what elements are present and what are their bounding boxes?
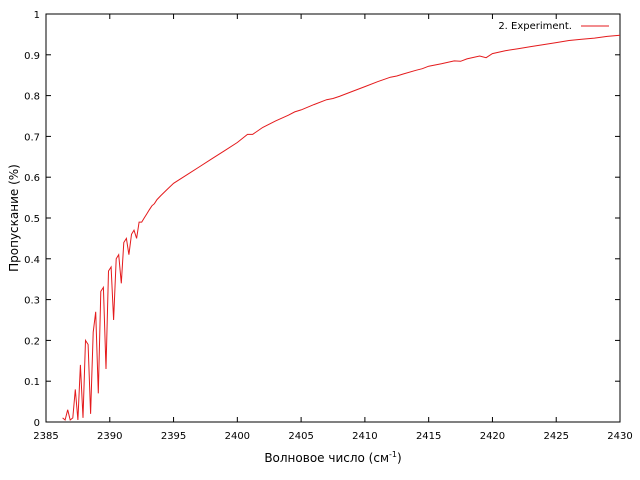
x-tick-label: 2430 — [607, 431, 632, 442]
x-tick-label: 2385 — [33, 431, 58, 442]
x-tick-label: 2425 — [543, 431, 568, 442]
y-axis-title: Пропускание (%) — [7, 164, 21, 272]
x-axis-title: Волновое число (см-1) — [264, 450, 401, 465]
y-axis-ticks: 0 0.1 0.2 0.3 0.4 0.5 0.6 0.7 0.8 0.9 1 — [24, 10, 620, 429]
x-tick-label: 2390 — [97, 431, 122, 442]
y-tick-label: 0.5 — [24, 214, 40, 225]
legend-label: 2. Experiment. — [498, 21, 572, 32]
y-tick-label: 0.3 — [24, 296, 40, 307]
y-tick-label: 0.4 — [24, 255, 40, 266]
x-tick-label: 2415 — [416, 431, 441, 442]
y-tick-label: 0.9 — [24, 51, 40, 62]
y-tick-label: 0.8 — [24, 92, 40, 103]
y-tick-label: 0.2 — [24, 336, 40, 347]
x-tick-label: 2405 — [288, 431, 313, 442]
y-tick-label: 0.7 — [24, 132, 40, 143]
x-tick-label: 2410 — [352, 431, 377, 442]
plot-frame — [45, 13, 621, 423]
x-tick-label: 2400 — [225, 431, 250, 442]
x-tick-label: 2395 — [161, 431, 186, 442]
legend: 2. Experiment. — [498, 21, 609, 32]
y-tick-label: 0 — [34, 418, 40, 429]
y-tick-label: 0.6 — [24, 173, 40, 184]
series-line-experiment — [62, 34, 621, 421]
x-axis-ticks: 2385 2390 2395 2400 2405 2410 2415 2420 2425 2430 — [33, 14, 633, 442]
y-tick-label: 0.1 — [24, 377, 40, 388]
x-tick-label: 2420 — [480, 431, 505, 442]
y-tick-label: 1 — [34, 10, 40, 21]
